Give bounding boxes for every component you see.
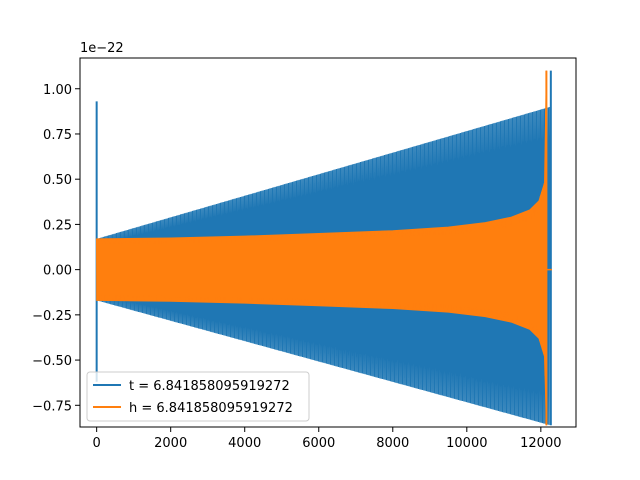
y-tick-label: −0.75 bbox=[32, 399, 72, 414]
x-tick-label: 2000 bbox=[154, 436, 187, 451]
y-tick-label: 0.00 bbox=[43, 264, 72, 279]
axes-frame bbox=[79, 57, 577, 428]
series-2 bbox=[96, 70, 552, 426]
x-tick-label: 10000 bbox=[446, 436, 487, 451]
y-tick-label: −0.50 bbox=[32, 354, 72, 369]
plot-area bbox=[95, 70, 552, 426]
x-tick-label: 4000 bbox=[228, 436, 261, 451]
x-tick-label: 0 bbox=[93, 436, 101, 451]
series-2-line bbox=[96, 111, 547, 426]
legend-box bbox=[86, 371, 310, 422]
legend-label-2: h = 6.841858095919272 bbox=[129, 401, 293, 416]
y-tick-label: 1.00 bbox=[43, 83, 72, 98]
x-tick-label: 8000 bbox=[376, 436, 409, 451]
legend-label-1: t = 6.841858095919272 bbox=[129, 379, 290, 394]
y-offset-label: 1e−22 bbox=[80, 41, 124, 56]
legend: t = 6.841858095919272 h = 6.8418580959192… bbox=[86, 371, 310, 422]
y-tick-label: 0.50 bbox=[43, 173, 72, 188]
x-tick-label: 12000 bbox=[520, 436, 561, 451]
y-tick-label: −0.25 bbox=[32, 309, 72, 324]
x-tick-label: 6000 bbox=[302, 436, 335, 451]
axes: 0 2000 4000 6000 8000 10000 12000 −0.75 −0.50 −0.… bbox=[32, 57, 577, 451]
y-tick-label: 0.25 bbox=[43, 218, 72, 233]
y-tick-label: 0.75 bbox=[43, 128, 72, 143]
